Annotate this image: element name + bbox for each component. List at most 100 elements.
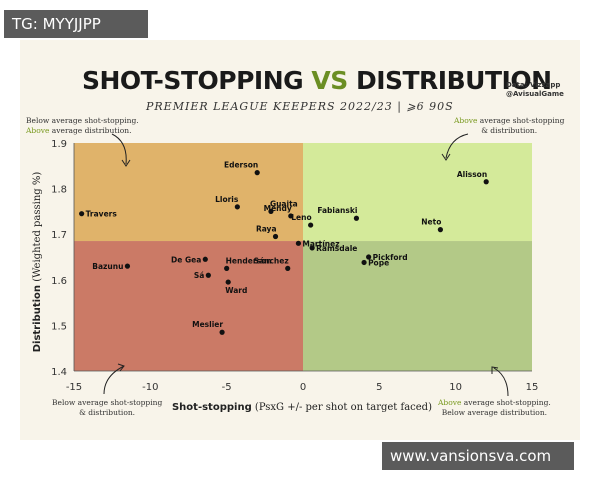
arrow-top-right-icon: [445, 133, 469, 159]
credit-handle: @AvisualGame: [506, 90, 564, 98]
data-point: [366, 254, 372, 260]
quadrant-bottom-left: [74, 241, 303, 371]
y-axis-label: Distribution (Weighted passing %): [32, 172, 43, 353]
x-axis-label-rest: (PsxG +/- per shot on target faced): [252, 402, 432, 413]
axes: -15 -10 -5 0 5 10 15 1.4 1.5 1.6 1.7 1.8 1.9: [51, 139, 538, 393]
data-point-label: Sánchez: [254, 256, 289, 265]
data-point-label: Lloris: [215, 195, 239, 204]
data-point-label: Ramsdale: [316, 244, 357, 253]
data-point: [288, 213, 294, 219]
note-bottom-right-line2: Below average distribution.: [441, 408, 548, 417]
title-vs: VS: [311, 66, 348, 95]
watermark-bottom: www.vansionsva.com: [382, 442, 574, 470]
x-tick-label: -10: [142, 382, 158, 393]
note-bottom-right: Above average shot-stopping. Below avera…: [438, 398, 551, 418]
arrow-bottom-right-head: [491, 366, 499, 374]
x-tick-label: 15: [526, 382, 539, 393]
title-part-b: DISTRIBUTION: [355, 66, 552, 95]
data-point: [272, 233, 279, 240]
title-part-a: SHOT-STOPPING: [82, 66, 304, 95]
data-point-label: Neto: [421, 218, 441, 227]
data-point-label: Fabianski: [317, 206, 357, 215]
note-top-right-line2: & distribution.: [481, 126, 538, 135]
note-bottom-right-line1: Above average shot-stopping.: [438, 398, 551, 407]
note-top-right: Above average shot-stopping & distributi…: [454, 116, 564, 136]
data-point-label: Raya: [256, 224, 277, 233]
data-point-label: Alisson: [457, 170, 487, 179]
arrow-top-right-head: [441, 153, 451, 161]
x-axis-label-bold: Shot-stopping: [172, 402, 252, 413]
data-point: [224, 265, 230, 271]
quadrant-bottom-right: [303, 241, 532, 371]
note-bottom-left: Below average shot-stopping & distributi…: [52, 398, 162, 418]
data-point: [234, 204, 240, 210]
x-tick-label: -15: [66, 382, 82, 393]
x-tick-label: 5: [376, 382, 382, 393]
x-tick-label: 10: [449, 382, 462, 393]
arrow-top-left-head: [121, 159, 131, 167]
note-top-left-line2: Above average distribution.: [26, 126, 132, 135]
quadrant-top-right: [303, 143, 532, 242]
quadrant-backgrounds: [74, 143, 532, 371]
data-point: [295, 240, 302, 246]
arrow-bottom-right-icon: [493, 367, 509, 397]
data-point-label: Pickford: [373, 253, 408, 262]
quadrant-top-left: [74, 143, 303, 242]
data-point-label: Ederson: [224, 161, 258, 170]
data-point-label: Guaita: [270, 199, 298, 208]
x-tick-label: -5: [222, 382, 232, 393]
data-point: [309, 245, 315, 251]
data-point: [437, 227, 443, 233]
data-point-label: Meslier: [192, 320, 223, 329]
data-point-label: Travers: [86, 210, 118, 219]
y-tick-label: 1.9: [51, 139, 67, 150]
note-top-left: Below average shot-stopping. Above avera…: [26, 116, 139, 136]
x-tick-label: 0: [300, 382, 306, 393]
data-point-label: Ward: [225, 286, 247, 295]
data-point-label: Mendy: [264, 204, 292, 213]
data-point: [202, 256, 208, 262]
arrow-bottom-left-icon: [103, 365, 125, 395]
data-point: [205, 272, 211, 278]
chart-title: SHOT-STOPPING VS DISTRIBUTION: [82, 66, 552, 95]
note-top-left-line1: Below average shot-stopping.: [26, 116, 139, 125]
y-axis-label-bold: Distribution: [32, 285, 43, 352]
data-point-label: Bazunu: [92, 262, 123, 271]
data-point-label: Leno: [291, 213, 311, 222]
note-bottom-left-line1: Below average shot-stopping: [52, 398, 163, 407]
x-axis-label: Shot-stopping (PsxG +/- per shot on targ…: [172, 402, 432, 413]
quadrant-arrows: [103, 133, 509, 397]
arrow-bottom-left-head: [117, 363, 125, 372]
chart-subtitle: PREMIER LEAGUE KEEPERS 2022/23 | ⩾6 90S: [146, 100, 454, 113]
data-point: [308, 222, 314, 228]
data-point-label: Martínez: [302, 239, 339, 248]
watermark-top: TG: MYYJJPP: [4, 10, 148, 38]
data-credit: Data: Vizzapp @AvisualGame: [506, 81, 564, 99]
y-tick-label: 1.8: [51, 185, 67, 196]
data-point-label: Pope: [368, 258, 389, 267]
data-point: [483, 179, 489, 185]
y-tick-label: 1.7: [51, 230, 67, 241]
data-point: [79, 211, 85, 217]
data-point: [353, 215, 360, 221]
data-point-label: Sá: [194, 271, 204, 280]
data-point: [285, 265, 291, 271]
data-point: [254, 170, 260, 176]
y-tick-label: 1.4: [51, 367, 67, 378]
data-point: [225, 279, 231, 285]
data-point: [268, 208, 274, 214]
arrow-top-left-icon: [111, 133, 127, 165]
data-point-label: De Gea: [171, 255, 201, 264]
note-bottom-left-line2: & distribution.: [79, 408, 136, 417]
y-tick-label: 1.5: [51, 321, 67, 332]
y-axis-label-rest: (Weighted passing %): [32, 172, 43, 285]
data-point-label: Henderson: [226, 256, 272, 265]
credit-source: Data: Vizzapp: [506, 81, 561, 89]
y-tick-label: 1.6: [51, 276, 67, 287]
data-point: [219, 329, 225, 335]
data-point: [124, 263, 131, 269]
data-point: [361, 259, 367, 266]
note-top-right-line1: Above average shot-stopping: [454, 116, 565, 125]
